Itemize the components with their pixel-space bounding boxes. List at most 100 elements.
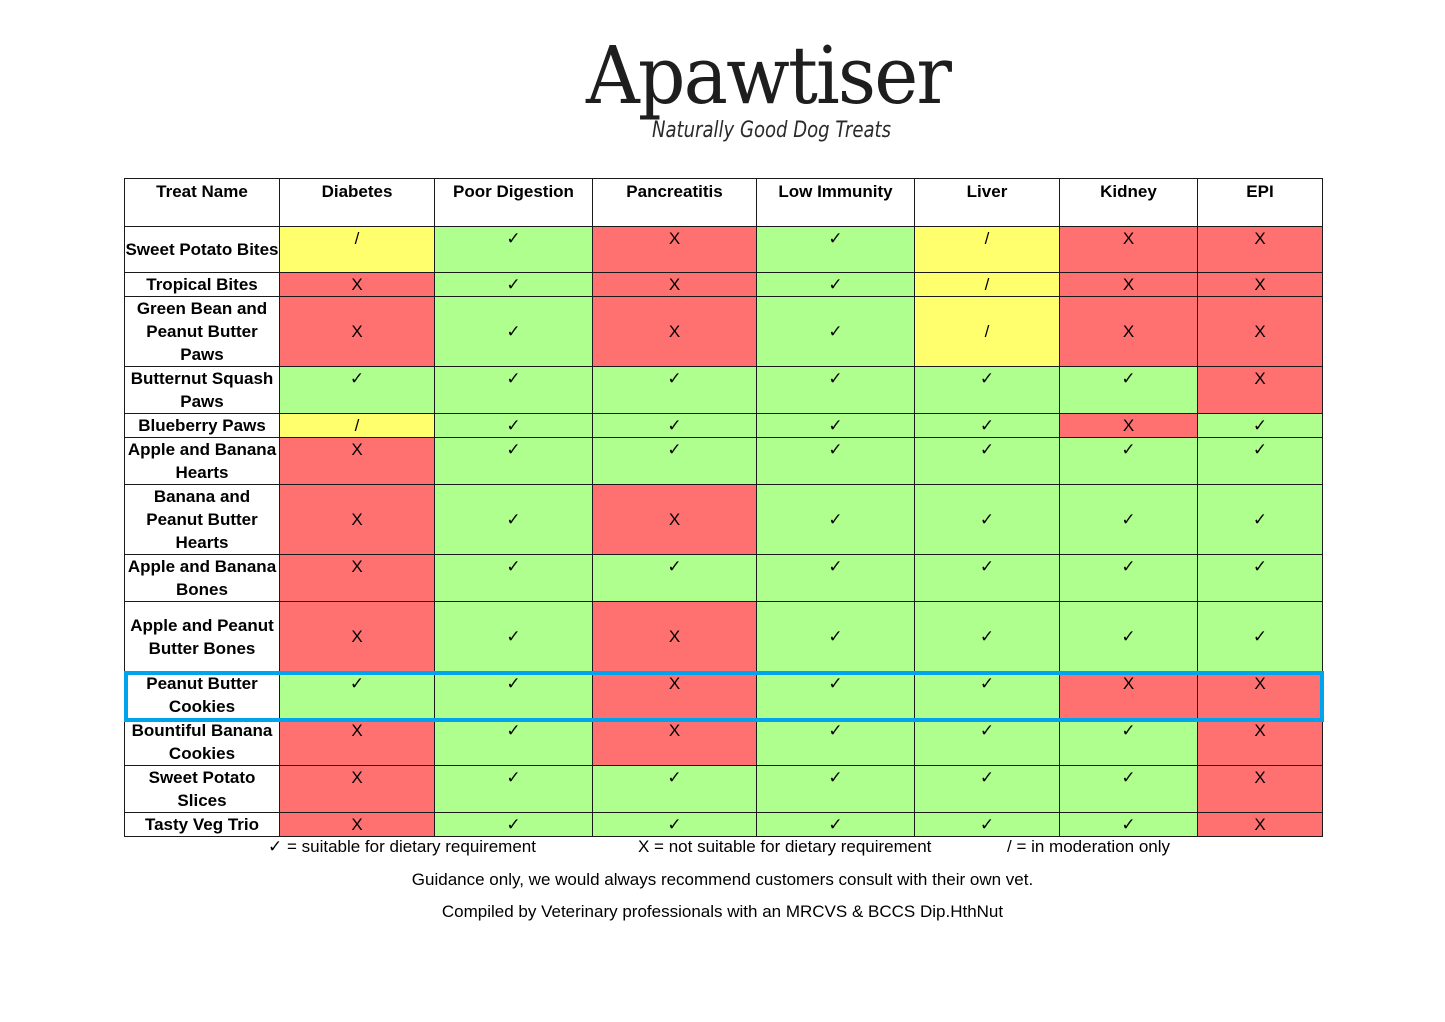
brand-tagline: Naturally Good Dog Treats	[652, 118, 891, 143]
suitability-cell: /	[279, 226, 435, 273]
suitability-cell: ✓	[914, 554, 1060, 602]
suitability-cell: ✓	[434, 437, 593, 485]
treat-name-cell: Green Bean and Peanut Butter Paws	[124, 296, 280, 367]
suitability-cell: X	[592, 296, 757, 367]
treat-name-cell: Apple and Peanut Butter Bones	[124, 601, 280, 672]
suitability-cell: ✓	[756, 226, 915, 273]
treat-name-cell: Butternut Squash Paws	[124, 366, 280, 414]
table-row: Tasty Veg Trio X ✓ ✓ ✓ ✓ ✓ X	[124, 812, 1323, 837]
suitability-cell: ✓	[1197, 484, 1323, 555]
suitability-cell: ✓	[1059, 554, 1198, 602]
suitability-cell: ✓	[756, 484, 915, 555]
treat-name-cell: Tropical Bites	[124, 272, 280, 297]
suitability-cell: X	[592, 226, 757, 273]
suitability-cell: X	[592, 671, 757, 719]
suitability-cell: X	[279, 437, 435, 485]
suitability-cell: X	[1197, 296, 1323, 367]
table-row: Green Bean and Peanut Butter Paws X ✓ X ✓ / X X	[124, 296, 1323, 367]
suitability-cell: ✓	[756, 366, 915, 414]
table-body: Sweet Potato Bites / ✓ X ✓ / X X Tropical Bites X…	[124, 226, 1323, 837]
suitability-cell: /	[914, 272, 1060, 297]
suitability-cell: X	[279, 718, 435, 766]
suitability-cell: X	[592, 484, 757, 555]
table-row: Sweet Potato Slices X ✓ ✓ ✓ ✓ ✓ X	[124, 765, 1323, 813]
suitability-cell: ✓	[756, 554, 915, 602]
suitability-cell: ✓	[592, 437, 757, 485]
suitability-cell: ✓	[756, 671, 915, 719]
treat-name-cell: Bountiful Banana Cookies	[124, 718, 280, 766]
treat-name-cell: Apple and Banana Bones	[124, 554, 280, 602]
brand-logo: Apawtiser Naturally Good Dog Treats	[586, 34, 952, 152]
suitability-cell: X	[1197, 765, 1323, 813]
table-row: Apple and Banana Hearts X ✓ ✓ ✓ ✓ ✓ ✓	[124, 437, 1323, 485]
legend-not-suitable: X = not suitable for dietary requirement	[638, 837, 932, 856]
suitability-cell: ✓	[914, 413, 1060, 438]
table-row: Bountiful Banana Cookies X ✓ X ✓ ✓ ✓ X	[124, 718, 1323, 766]
suitability-cell: X	[279, 601, 435, 672]
suitability-cell: ✓	[914, 718, 1060, 766]
guidance-note: Guidance only, we would always recommend…	[411, 870, 1034, 889]
suitability-cell: X	[592, 718, 757, 766]
suitability-cell: ✓	[756, 296, 915, 367]
suitability-cell: ✓	[592, 554, 757, 602]
suitability-cell: X	[279, 812, 435, 837]
treat-name-cell: Peanut Butter Cookies	[124, 671, 280, 719]
suitability-cell: ✓	[434, 554, 593, 602]
suitability-cell: /	[279, 413, 435, 438]
suitability-cell: ✓	[914, 484, 1060, 555]
suitability-cell: X	[592, 601, 757, 672]
suitability-cell: ✓	[434, 718, 593, 766]
treat-name-cell: Sweet Potato Slices	[124, 765, 280, 813]
suitability-cell: ✓	[434, 765, 593, 813]
suitability-cell: /	[914, 296, 1060, 367]
suitability-cell: ✓	[1059, 812, 1198, 837]
suitability-cell: ✓	[1197, 554, 1323, 602]
suitability-cell: X	[279, 484, 435, 555]
column-header-diabetes: Diabetes	[279, 178, 435, 227]
suitability-cell: ✓	[914, 366, 1060, 414]
suitability-cell: ✓	[434, 601, 593, 672]
suitability-cell: X	[1059, 226, 1198, 273]
suitability-cell: /	[914, 226, 1060, 273]
suitability-cell: ✓	[914, 765, 1060, 813]
suitability-cell: X	[1197, 671, 1323, 719]
suitability-cell: ✓	[592, 812, 757, 837]
suitability-cell: X	[1059, 671, 1198, 719]
suitability-cell: ✓	[756, 413, 915, 438]
table-row: Banana and Peanut Butter Hearts X ✓ X ✓ ✓ ✓ ✓	[124, 484, 1323, 555]
suitability-cell: ✓	[756, 437, 915, 485]
suitability-cell: ✓	[914, 601, 1060, 672]
suitability-cell: X	[1059, 413, 1198, 438]
suitability-cell: ✓	[434, 296, 593, 367]
suitability-cell: ✓	[1059, 484, 1198, 555]
suitability-cell: ✓	[1197, 413, 1323, 438]
treat-name-cell: Blueberry Paws	[124, 413, 280, 438]
suitability-cell: ✓	[434, 226, 593, 273]
suitability-cell: ✓	[1197, 601, 1323, 672]
suitability-cell: ✓	[1059, 601, 1198, 672]
column-header-poor-digestion: Poor Digestion	[434, 178, 593, 227]
suitability-cell: ✓	[279, 366, 435, 414]
brand-name: Apawtiser	[586, 29, 952, 122]
suitability-cell: X	[1059, 296, 1198, 367]
legend-suitable: ✓ = suitable for dietary requirement	[268, 837, 536, 856]
table-row-highlighted: Peanut Butter Cookies ✓ ✓ X ✓ ✓ X X	[124, 671, 1323, 719]
suitability-cell: X	[1197, 718, 1323, 766]
treat-name-cell: Sweet Potato Bites	[124, 226, 280, 273]
suitability-cell: ✓	[592, 366, 757, 414]
column-header-epi: EPI	[1197, 178, 1323, 227]
suitability-cell: ✓	[434, 413, 593, 438]
treat-name-cell: Apple and Banana Hearts	[124, 437, 280, 485]
suitability-cell: X	[279, 554, 435, 602]
suitability-cell: ✓	[914, 437, 1060, 485]
suitability-cell: X	[279, 296, 435, 367]
suitability-cell: X	[1197, 272, 1323, 297]
table-header-row: Treat Name Diabetes Poor Digestion Pancr…	[124, 178, 1323, 227]
suitability-cell: ✓	[914, 812, 1060, 837]
table-row: Apple and Peanut Butter Bones X ✓ X ✓ ✓ ✓ ✓	[124, 601, 1323, 672]
suitability-cell: ✓	[1059, 437, 1198, 485]
suitability-cell: ✓	[592, 413, 757, 438]
suitability-cell: ✓	[756, 812, 915, 837]
suitability-cell: ✓	[1059, 718, 1198, 766]
column-header-liver: Liver	[914, 178, 1060, 227]
